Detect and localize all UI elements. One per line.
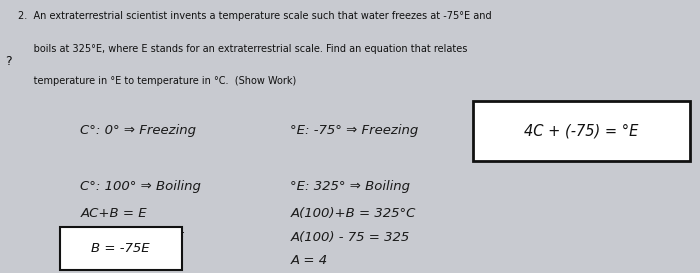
Text: °E: -75° ⇒ Freezing: °E: -75° ⇒ Freezing: [290, 124, 419, 137]
Text: A(100)+B = 325°C: A(100)+B = 325°C: [290, 207, 416, 221]
Text: C°: 100° ⇒ Boiling: C°: 100° ⇒ Boiling: [80, 180, 202, 193]
Text: C°: 0° ⇒ Freezing: C°: 0° ⇒ Freezing: [80, 124, 197, 137]
FancyBboxPatch shape: [473, 101, 690, 161]
Text: A(0)+B = -75°E: A(0)+B = -75°E: [80, 231, 185, 244]
FancyBboxPatch shape: [60, 227, 182, 270]
Text: B = -75E: B = -75E: [92, 242, 150, 255]
Text: A(100) - 75 = 325: A(100) - 75 = 325: [290, 231, 410, 244]
Text: temperature in °E to temperature in °C.  (Show Work): temperature in °E to temperature in °C. …: [18, 76, 295, 87]
Text: boils at 325°E, where E stands for an extraterrestrial scale. Find an equation t: boils at 325°E, where E stands for an ex…: [18, 44, 467, 54]
Text: °E: 325° ⇒ Boiling: °E: 325° ⇒ Boiling: [290, 180, 410, 193]
Text: AC+B = E: AC+B = E: [80, 207, 147, 221]
Text: A = 4: A = 4: [290, 254, 328, 267]
Text: 4C + (-75) = °E: 4C + (-75) = °E: [524, 124, 638, 138]
Text: 2.  An extraterrestrial scientist invents a temperature scale such that water fr: 2. An extraterrestrial scientist invents…: [18, 11, 491, 21]
Text: ?: ?: [6, 55, 12, 68]
